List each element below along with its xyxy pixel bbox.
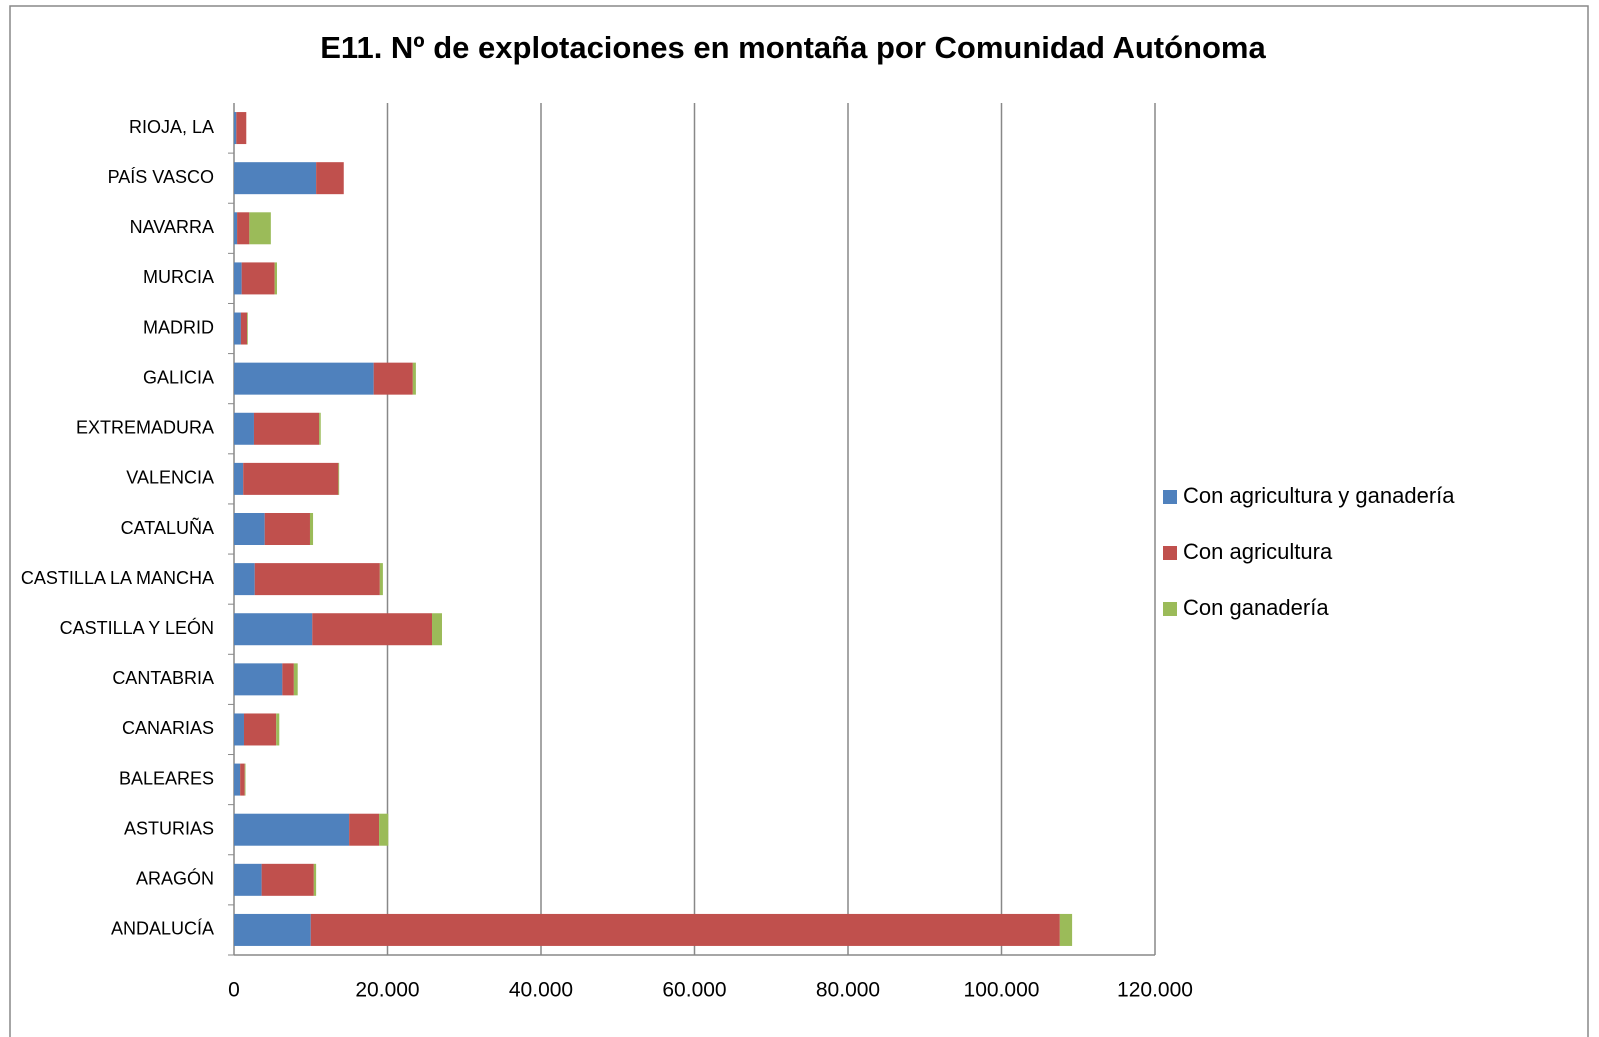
x-tick-label: 120.000 [1117,979,1193,1002]
bar-segment [234,262,242,295]
bar-segment [261,863,314,896]
bar-segment [253,412,320,445]
bar-segment [234,763,241,796]
x-tick-label: 80.000 [816,979,880,1002]
bar-segment [1059,913,1073,946]
y-tick-label: CATALUÑA [121,517,214,538]
bar-segment [432,613,442,646]
bar-segment [282,663,294,696]
bar-segment [312,613,433,646]
bar-segment [310,913,1060,946]
x-tick-label: 100.000 [964,979,1040,1002]
bar-segment [234,713,244,746]
bar-segment [234,212,238,245]
bar-segment [243,462,339,495]
y-tick-label: VALENCIA [126,468,214,488]
bar-segment [234,412,254,445]
legend-swatch [1163,490,1177,504]
y-tick-label: GALICIA [143,367,214,387]
y-tick-label: CASTILLA Y LEÓN [60,617,214,638]
y-tick-label: NAVARRA [130,217,214,237]
x-tick-label: 60.000 [662,979,726,1002]
chart-title: E11. Nº de explotaciones en montaña por … [320,30,1266,65]
bar-segment [234,613,313,646]
bar-segment [234,513,265,545]
y-tick-label: BALEARES [119,768,214,788]
bar-segment [379,563,383,596]
bar-segment [379,813,389,846]
bar-segment [243,713,277,746]
x-tick-label: 20.000 [355,979,419,1002]
y-tick-label: MADRID [143,317,214,337]
y-tick-label: PAÍS VASCO [108,167,214,187]
legend-label: Con agricultura y ganadería [1183,483,1455,508]
legend-swatch [1163,546,1177,560]
y-tick-label: MURCIA [143,267,214,287]
x-tick-label: 40.000 [509,979,573,1002]
bar-segment [338,462,340,495]
bar-segment [234,362,374,395]
bar-segment [234,913,311,946]
bar-segment [293,663,298,696]
x-tick-label: 0 [228,979,240,1002]
bar-segment [234,162,317,195]
bar-segment [234,312,241,345]
legend-swatch [1163,602,1177,616]
bar-segment [313,863,317,896]
bar-segment [234,813,350,846]
y-tick-label: ASTURIAS [124,818,214,838]
bar-segment [240,763,245,796]
bar-segment [254,563,380,596]
bar-segment [234,563,255,596]
bar-segment [264,513,310,545]
bar-segment [234,863,262,896]
bar-segment [234,112,237,145]
bar-segment [244,763,246,796]
y-tick-label: ANDALUCÍA [111,919,214,939]
legend-label: Con ganadería [1183,595,1329,620]
y-tick-label: CANTABRIA [112,668,214,688]
bar-segment [276,713,280,746]
bar-segment [249,212,271,245]
bar-segment [234,462,244,495]
bar-segment [237,212,250,245]
bar-segment [274,262,277,295]
bar-segment [234,663,283,696]
y-tick-label: EXTREMADURA [76,418,214,438]
bar-segment [373,362,413,395]
y-tick-label: CANARIAS [122,718,214,738]
bar-segment [241,262,275,295]
bar-segment [316,162,344,195]
y-tick-label: ARAGÓN [136,868,214,889]
bar-segment [412,362,416,395]
y-tick-label: RIOJA, LA [129,117,214,137]
bar-segment [309,513,314,545]
bar-segment [240,312,248,345]
bar-segment [349,813,380,846]
legend-label: Con agricultura [1183,539,1333,564]
bar-segment [319,412,321,445]
bar-segment [247,312,248,345]
y-tick-label: CASTILLA LA MANCHA [21,568,214,588]
bar-segment [236,112,247,145]
